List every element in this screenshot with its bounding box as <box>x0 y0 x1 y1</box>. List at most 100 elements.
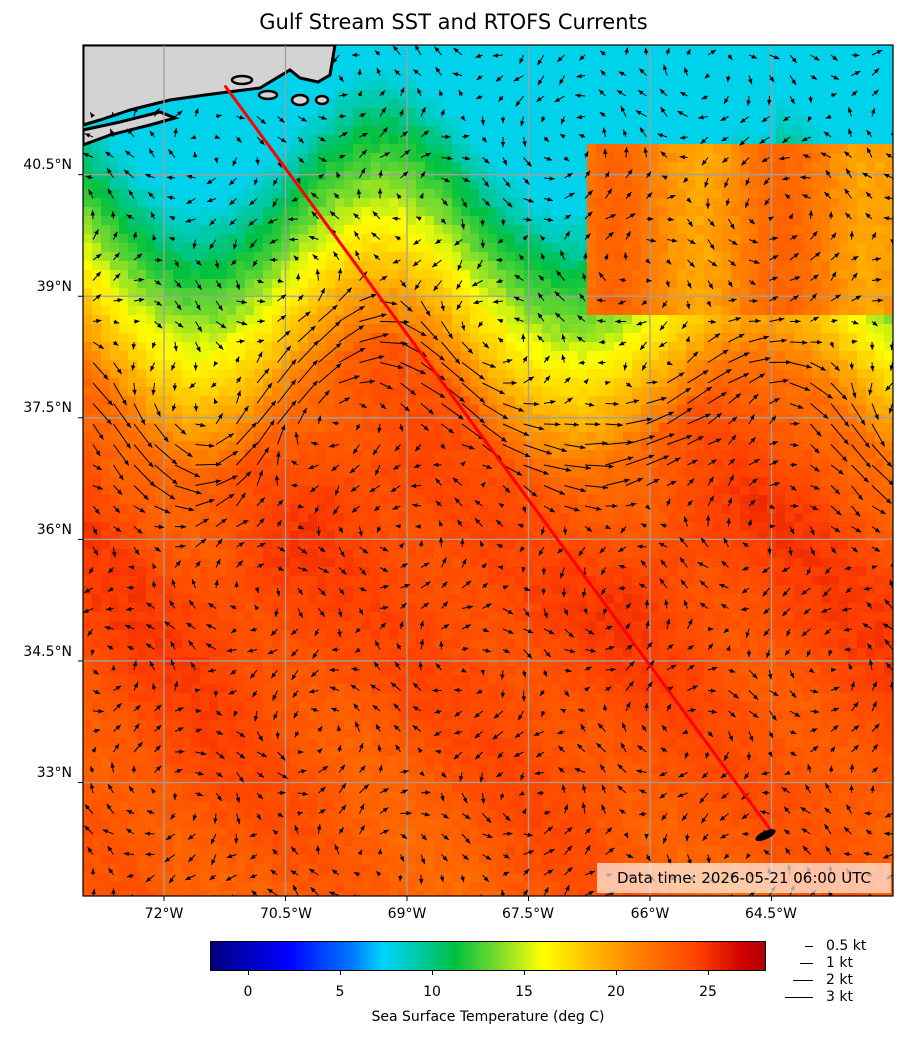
sst-cell <box>353 360 363 370</box>
sst-cell <box>740 207 750 217</box>
sst-cell <box>614 504 624 514</box>
sst-cell <box>605 270 615 280</box>
sst-cell <box>542 99 552 109</box>
sst-cell <box>236 126 246 136</box>
sst-cell <box>92 234 102 244</box>
sst-cell <box>182 342 192 352</box>
sst-cell <box>461 54 471 64</box>
sst-cell <box>839 117 849 127</box>
sst-cell <box>200 423 210 433</box>
sst-cell <box>497 450 507 460</box>
sst-cell <box>740 459 750 469</box>
sst-cell <box>155 423 165 433</box>
sst-cell <box>146 297 156 307</box>
sst-cell <box>785 126 795 136</box>
sst-cell <box>344 144 354 154</box>
sst-cell <box>344 378 354 388</box>
sst-cell <box>389 81 399 91</box>
sst-cell <box>191 135 201 145</box>
sst-cell <box>119 450 129 460</box>
sst-cell <box>434 504 444 514</box>
sst-cell <box>452 198 462 208</box>
sst-cell <box>722 279 732 289</box>
sst-cell <box>344 270 354 280</box>
sst-cell <box>479 324 489 334</box>
sst-cell <box>164 441 174 451</box>
sst-cell <box>344 387 354 397</box>
sst-cell <box>812 288 822 298</box>
sst-cell <box>389 396 399 406</box>
sst-cell <box>848 504 858 514</box>
sst-cell <box>362 522 372 532</box>
sst-cell <box>128 423 138 433</box>
sst-cell <box>479 306 489 316</box>
sst-cell <box>758 495 768 505</box>
sst-cell <box>605 477 615 487</box>
sst-cell <box>371 324 381 334</box>
sst-cell <box>758 279 768 289</box>
sst-cell <box>569 360 579 370</box>
sst-cell <box>407 423 417 433</box>
sst-cell <box>83 432 93 442</box>
sst-cell <box>290 261 300 271</box>
sst-cell <box>875 270 885 280</box>
sst-cell <box>164 108 174 118</box>
sst-cell <box>722 495 732 505</box>
sst-cell <box>641 441 651 451</box>
sst-cell <box>641 531 651 541</box>
sst-cell <box>434 306 444 316</box>
sst-cell <box>218 144 228 154</box>
sst-cell <box>740 234 750 244</box>
sst-cell <box>353 45 363 55</box>
sst-cell <box>803 477 813 487</box>
sst-cell <box>641 135 651 145</box>
sst-cell <box>173 360 183 370</box>
sst-cell <box>227 414 237 424</box>
sst-cell <box>830 342 840 352</box>
sst-cell <box>263 504 273 514</box>
sst-cell <box>731 351 741 361</box>
sst-cell <box>128 369 138 379</box>
sst-cell <box>416 171 426 181</box>
sst-cell <box>488 72 498 82</box>
sst-cell <box>227 405 237 415</box>
sst-cell <box>857 198 867 208</box>
sst-cell <box>137 540 147 550</box>
sst-cell <box>254 387 264 397</box>
sst-cell <box>317 369 327 379</box>
sst-cell <box>272 270 282 280</box>
sst-cell <box>596 531 606 541</box>
sst-cell <box>758 54 768 64</box>
sst-cell <box>191 477 201 487</box>
sst-cell <box>128 180 138 190</box>
sst-cell <box>614 126 624 136</box>
sst-cell <box>533 513 543 523</box>
sst-cell <box>875 198 885 208</box>
sst-cell <box>704 486 714 496</box>
sst-cell <box>803 279 813 289</box>
sst-cell <box>677 45 687 55</box>
sst-cell <box>785 450 795 460</box>
sst-cell <box>173 207 183 217</box>
sst-cell <box>713 486 723 496</box>
sst-cell <box>803 207 813 217</box>
sst-cell <box>677 486 687 496</box>
sst-cell <box>335 369 345 379</box>
sst-cell <box>857 54 867 64</box>
sst-cell <box>326 90 336 100</box>
sst-cell <box>533 495 543 505</box>
sst-cell <box>875 189 885 199</box>
sst-cell <box>344 540 354 550</box>
sst-cell <box>569 369 579 379</box>
sst-cell <box>344 504 354 514</box>
sst-cell <box>686 495 696 505</box>
sst-cell <box>272 315 282 325</box>
sst-cell <box>263 225 273 235</box>
sst-cell <box>344 495 354 505</box>
sst-cell <box>380 423 390 433</box>
sst-cell <box>614 261 624 271</box>
sst-cell <box>470 198 480 208</box>
sst-cell <box>506 450 516 460</box>
sst-cell <box>722 261 732 271</box>
sst-cell <box>83 189 93 199</box>
